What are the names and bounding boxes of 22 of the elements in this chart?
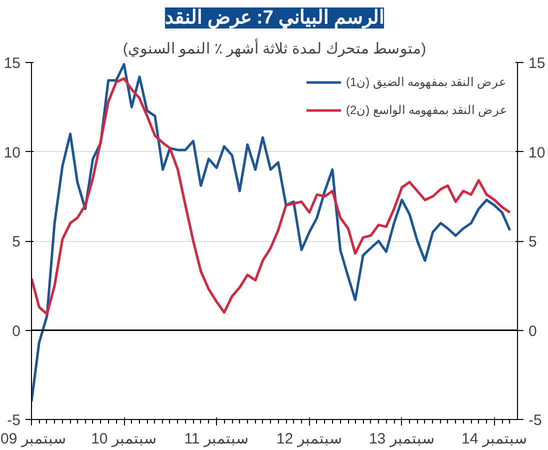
line-series — [32, 77, 512, 316]
chart-title: الرسم البياني 7: عرض النقد — [164, 8, 384, 30]
y-tick-label: 15 — [4, 55, 21, 72]
y2-tick-label: 15 — [528, 55, 546, 72]
y2-tick-label: 5 — [528, 234, 537, 250]
x-tick-label: سبتمبر 14 — [462, 430, 528, 448]
y2-tick-label: -5 — [528, 412, 542, 429]
y-tick-label: -5 — [7, 412, 21, 429]
x-tick-label: سبتمبر 11 — [184, 430, 249, 448]
x-tick-label: سبتمبر 09 — [0, 430, 66, 448]
x-tick-label: سبتمبر 12 — [276, 430, 342, 448]
line-series — [32, 63, 512, 403]
y-tick-label: 10 — [4, 144, 21, 162]
y2-tick-label: 10 — [528, 144, 546, 162]
legend-label: عرض النقد بمفهومه الضيق (ن1) — [346, 75, 506, 89]
y-tick-label: 0 — [12, 322, 20, 340]
x-tick-label: سبتمبر 13 — [368, 430, 435, 448]
y-tick-label: 5 — [12, 234, 20, 250]
legend-label: عرض النقد بمفهومه الواسع (ن2) — [346, 103, 507, 117]
x-tick-label: سبتمبر 10 — [91, 430, 157, 448]
y2-tick-label: 0 — [528, 322, 537, 340]
chart-subtitle: (متوسط متحرك لمدة ثلاثة أشهر ٪ النمو السنوي) — [122, 38, 426, 58]
